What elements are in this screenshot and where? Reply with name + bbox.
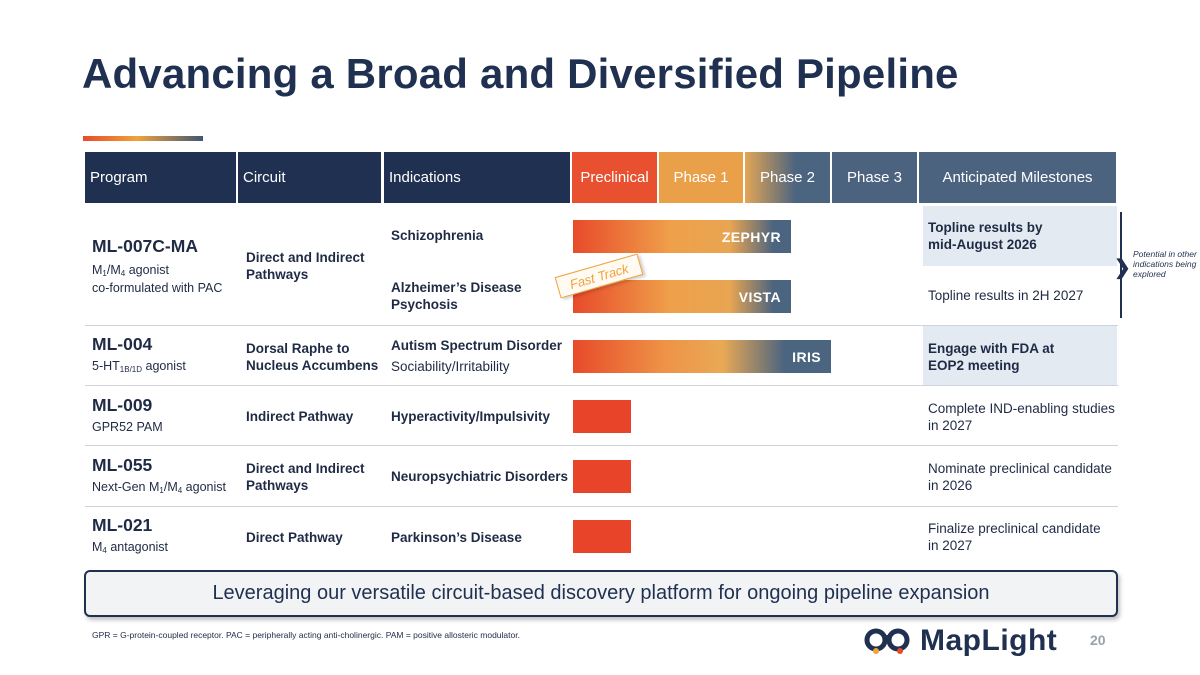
program-name: ML-007C-MA — [92, 236, 198, 256]
circuit-row-2: Dorsal Raphe to Nucleus Accumbens — [246, 341, 379, 373]
circuit-row-5: Direct Pathway — [246, 530, 343, 545]
company-logo: MapLight — [864, 624, 1057, 658]
stage-bar-ml-009 — [573, 400, 631, 433]
header-phase1: Phase 1 — [659, 152, 743, 203]
indication-schizophrenia: Schizophrenia — [391, 228, 484, 243]
milestone-highlight-2 — [923, 326, 1117, 385]
header-phase3: Phase 3 — [832, 152, 917, 203]
program-mechanism: M4 antagonist — [92, 540, 169, 555]
header-milestones: Anticipated Milestones — [919, 152, 1116, 203]
indication-autism: Autism Spectrum Disorder Sociability/Irr… — [391, 338, 563, 374]
milestone-vista: Topline results in 2H 2027 — [928, 288, 1084, 303]
page-number: 20 — [1090, 632, 1106, 648]
milestone-iris: Engage with FDA at EOP2 meeting — [928, 341, 1055, 373]
program-name: ML-021 — [92, 515, 153, 535]
milestone-ml-009: Complete IND-enabling studies in 2027 — [928, 401, 1115, 433]
maplight-logo-icon — [864, 628, 910, 654]
header-preclinical: Preclinical — [572, 152, 657, 203]
platform-banner: Leveraging our versatile circuit-based d… — [84, 570, 1118, 617]
row-divider — [85, 506, 1118, 507]
indications-note: Potential in other indications being exp… — [1133, 249, 1197, 279]
program-name: ML-004 — [92, 334, 153, 354]
header-indications: Indications — [384, 152, 570, 203]
milestone-bracket — [1120, 212, 1122, 318]
indication-neuropsychiatric: Neuropsychiatric Disorders — [391, 469, 569, 484]
trial-bar-vista: VISTA — [573, 280, 791, 313]
program-name: ML-055 — [92, 455, 153, 475]
stage-bar-ml-021 — [573, 520, 631, 553]
program-row-2: ML-004 5-HT1B/1D agonist — [92, 334, 186, 377]
row-divider — [85, 445, 1118, 446]
header-circuit: Circuit — [238, 152, 381, 203]
program-row-5: ML-021 M4 antagonist — [92, 515, 169, 558]
program-name: ML-009 — [92, 395, 153, 415]
chevron-right-icon: ❯ — [1114, 257, 1131, 279]
circuit-row-4: Direct and Indirect Pathways — [246, 461, 365, 493]
row-divider — [85, 325, 1118, 326]
milestone-highlight-1 — [923, 206, 1117, 266]
circuit-row-1: Direct and Indirect Pathways — [246, 250, 365, 282]
program-row-1: ML-007C-MA M1/M4 agonist co-formulated w… — [92, 236, 223, 296]
header-program: Program — [85, 152, 236, 203]
program-formulation: co-formulated with PAC — [92, 281, 223, 295]
stage-bar-ml-055 — [573, 460, 631, 493]
trial-bar-iris: IRIS — [573, 340, 831, 373]
program-row-3: ML-009 GPR52 PAM — [92, 395, 163, 435]
trial-bar-zephyr: ZEPHYR — [573, 220, 791, 253]
milestone-ml-021: Finalize preclinical candidate in 2027 — [928, 521, 1101, 553]
page-title: Advancing a Broad and Diversified Pipeli… — [82, 50, 959, 97]
logo-wordmark: MapLight — [920, 624, 1058, 657]
milestone-ml-055: Nominate preclinical candidate in 2026 — [928, 461, 1112, 493]
indication-hyperactivity: Hyperactivity/Impulsivity — [391, 409, 551, 424]
row-divider — [85, 385, 1118, 386]
milestone-zephyr: Topline results by mid-August 2026 — [928, 220, 1043, 252]
program-mechanism: GPR52 PAM — [92, 420, 163, 434]
circuit-row-3: Indirect Pathway — [246, 409, 354, 424]
program-mechanism: Next-Gen M1/M4 agonist — [92, 480, 226, 495]
header-phase2: Phase 2 — [745, 152, 830, 203]
title-accent-bar — [83, 136, 203, 141]
program-row-4: ML-055 Next-Gen M1/M4 agonist — [92, 455, 226, 498]
footnote: GPR = G-protein-coupled receptor. PAC = … — [92, 630, 520, 640]
program-mechanism: M1/M4 agonist — [92, 263, 169, 278]
indication-parkinsons: Parkinson’s Disease — [391, 530, 522, 545]
program-mechanism: 5-HT1B/1D agonist — [92, 359, 186, 374]
indication-alzheimers: Alzheimer’s Disease Psychosis — [391, 280, 522, 312]
